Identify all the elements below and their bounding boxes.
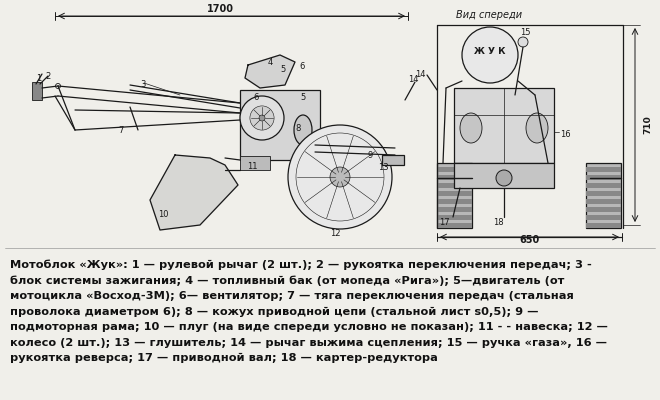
Bar <box>437 163 472 228</box>
Text: 650: 650 <box>519 235 539 245</box>
Circle shape <box>462 27 518 83</box>
Polygon shape <box>150 155 238 230</box>
Bar <box>586 175 621 180</box>
Ellipse shape <box>526 113 548 143</box>
Ellipse shape <box>294 115 312 145</box>
Bar <box>240 156 270 170</box>
Bar <box>437 191 472 196</box>
Text: 5: 5 <box>280 65 285 74</box>
Bar <box>586 207 621 212</box>
Circle shape <box>288 125 392 229</box>
Text: 6: 6 <box>253 93 258 102</box>
Circle shape <box>259 115 265 121</box>
Text: 14: 14 <box>408 75 418 84</box>
Bar <box>586 163 621 228</box>
Polygon shape <box>245 55 295 88</box>
Text: проволока диаметром 6); 8 — кожух приводной цепи (стальной лист s0,5); 9 —: проволока диаметром 6); 8 — кожух привод… <box>10 306 539 316</box>
Text: подмоторная рама; 10 — плуг (на виде спереди условно не показан); 11 - - навеска: подмоторная рама; 10 — плуг (на виде спе… <box>10 322 608 332</box>
Text: блок системы зажигания; 4 — топливный бак (от мопеда «Рига»); 5—двигатель (от: блок системы зажигания; 4 — топливный ба… <box>10 276 564 286</box>
Circle shape <box>335 172 345 182</box>
Bar <box>437 167 472 172</box>
Text: мотоцикла «Восход-3М); 6— вентилятор; 7 — тяга переключения передач (стальная: мотоцикла «Восход-3М); 6— вентилятор; 7 … <box>10 291 574 301</box>
Text: 1: 1 <box>36 74 41 83</box>
Bar <box>437 207 472 212</box>
Text: 1700: 1700 <box>207 4 234 14</box>
Text: рукоятка реверса; 17 — приводной вал; 18 — картер-редуктора: рукоятка реверса; 17 — приводной вал; 18… <box>10 353 438 363</box>
Text: 11: 11 <box>247 162 257 171</box>
Text: 5: 5 <box>300 93 305 102</box>
Text: 14: 14 <box>414 70 425 79</box>
Text: 8: 8 <box>295 124 300 133</box>
Text: Мотоблок «Жук»: 1 — рулевой рычаг (2 шт.); 2 — рукоятка переключения передач; 3 : Мотоблок «Жук»: 1 — рулевой рычаг (2 шт.… <box>10 260 592 270</box>
Bar <box>586 199 621 204</box>
Text: 17: 17 <box>439 218 449 227</box>
Text: 9: 9 <box>368 151 374 160</box>
Bar <box>586 223 621 228</box>
Bar <box>586 215 621 220</box>
Text: Вид спереди: Вид спереди <box>456 10 522 20</box>
Text: 3: 3 <box>140 80 145 89</box>
Bar <box>437 183 472 188</box>
Bar <box>454 163 554 188</box>
Circle shape <box>518 37 528 47</box>
Text: 6: 6 <box>299 62 304 71</box>
Text: 4: 4 <box>267 58 273 67</box>
Text: 16: 16 <box>560 130 571 139</box>
Bar <box>32 82 42 100</box>
Bar <box>382 155 404 165</box>
Text: колесо (2 шт.); 13 — глушитель; 14 — рычаг выжима сцепления; 15 — ручка «газа», : колесо (2 шт.); 13 — глушитель; 14 — рыч… <box>10 338 607 348</box>
Bar <box>454 88 554 163</box>
Bar <box>437 199 472 204</box>
Bar <box>437 223 472 228</box>
Bar <box>586 191 621 196</box>
Text: 7: 7 <box>118 126 123 135</box>
Bar <box>240 90 320 160</box>
Text: 18: 18 <box>492 218 504 227</box>
Bar <box>437 215 472 220</box>
Text: 12: 12 <box>330 229 341 238</box>
Circle shape <box>496 170 512 186</box>
Ellipse shape <box>460 113 482 143</box>
Circle shape <box>330 167 350 187</box>
Text: 10: 10 <box>158 210 168 219</box>
Text: 2: 2 <box>45 72 50 81</box>
Text: 15: 15 <box>520 28 530 37</box>
Text: 710: 710 <box>644 116 653 134</box>
Bar <box>437 175 472 180</box>
Circle shape <box>240 96 284 140</box>
Bar <box>586 183 621 188</box>
Circle shape <box>250 106 274 130</box>
Text: 13: 13 <box>378 163 389 172</box>
Bar <box>586 167 621 172</box>
Text: Ж У К: Ж У К <box>475 46 506 56</box>
